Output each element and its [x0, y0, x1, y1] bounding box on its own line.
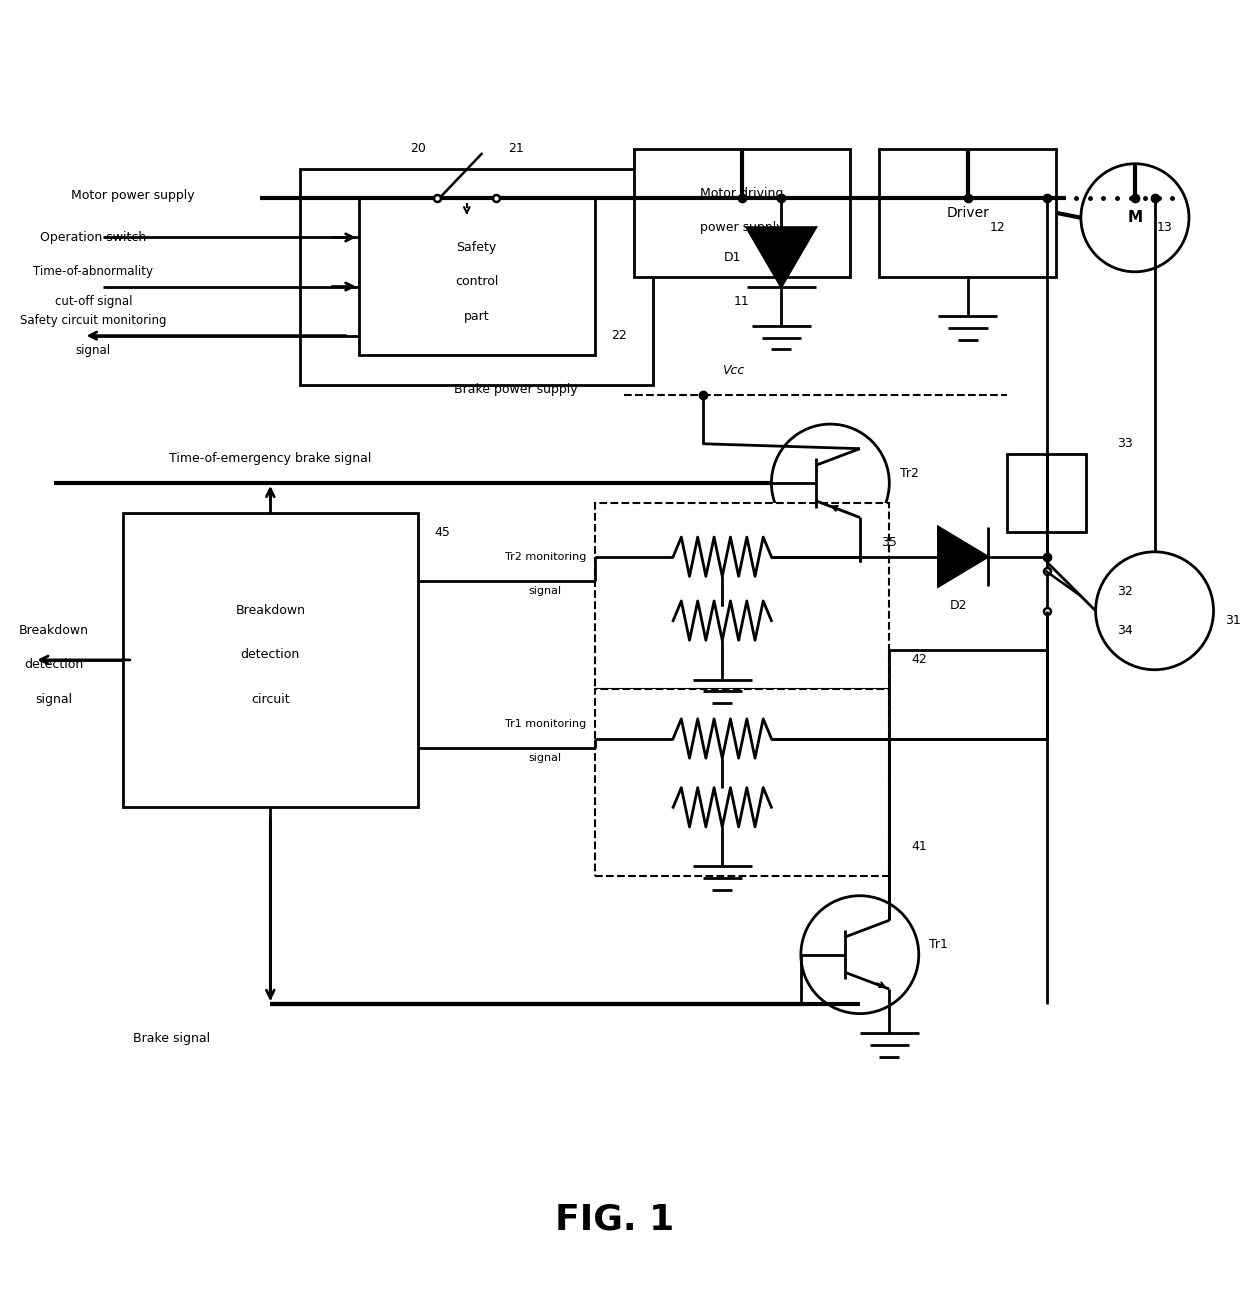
Text: Safety: Safety	[456, 241, 497, 254]
Text: D1: D1	[723, 250, 740, 263]
Bar	[879, 149, 1056, 276]
Text: 21: 21	[508, 143, 523, 156]
Text: Tr2: Tr2	[899, 466, 919, 479]
Text: signal: signal	[76, 345, 112, 356]
Text: FIG. 1: FIG. 1	[554, 1203, 673, 1237]
Bar	[594, 689, 889, 876]
Text: Motor power supply: Motor power supply	[71, 189, 195, 202]
Text: Tr1 monitoring: Tr1 monitoring	[505, 719, 587, 728]
Text: power supply: power supply	[701, 221, 784, 234]
Bar	[594, 503, 889, 689]
Text: Time-of-abnormality: Time-of-abnormality	[33, 266, 154, 278]
Text: detection: detection	[241, 648, 300, 662]
Text: 32: 32	[1117, 584, 1133, 597]
Text: 42: 42	[911, 654, 926, 667]
Text: control: control	[455, 275, 498, 288]
Text: 35: 35	[882, 536, 898, 549]
Text: 22: 22	[611, 329, 627, 342]
Text: cut-off signal: cut-off signal	[55, 295, 133, 308]
Text: detection: detection	[25, 659, 84, 671]
Text: M: M	[1127, 211, 1142, 225]
Text: Breakdown: Breakdown	[236, 604, 305, 617]
Text: Tr1: Tr1	[929, 938, 947, 951]
Text: Operation switch: Operation switch	[41, 231, 146, 244]
Text: 33: 33	[1117, 438, 1133, 451]
Bar	[634, 149, 849, 276]
Text: Breakdown: Breakdown	[19, 624, 89, 637]
Text: Tr2 monitoring: Tr2 monitoring	[505, 552, 587, 562]
Text: Driver: Driver	[946, 206, 990, 220]
Bar	[123, 512, 418, 807]
Polygon shape	[939, 527, 987, 586]
Text: Brake power supply: Brake power supply	[454, 384, 578, 396]
Text: 12: 12	[990, 221, 1006, 234]
Text: Vcc: Vcc	[722, 364, 744, 376]
Text: signal: signal	[36, 693, 73, 706]
Text: Safety circuit monitoring: Safety circuit monitoring	[20, 314, 166, 328]
Text: 13: 13	[1157, 221, 1172, 234]
Polygon shape	[746, 228, 816, 287]
Text: 34: 34	[1117, 624, 1133, 637]
Text: 11: 11	[734, 295, 750, 308]
Text: part: part	[464, 309, 490, 322]
Text: signal: signal	[528, 586, 562, 596]
Text: Brake signal: Brake signal	[134, 1032, 211, 1044]
Text: 20: 20	[409, 143, 425, 156]
Text: Motor driving: Motor driving	[701, 187, 784, 199]
Bar	[358, 198, 594, 355]
Text: signal: signal	[528, 753, 562, 764]
Text: Time-of-emergency brake signal: Time-of-emergency brake signal	[169, 452, 372, 465]
Text: circuit: circuit	[250, 693, 290, 706]
Text: 45: 45	[434, 525, 450, 538]
Bar	[1007, 453, 1086, 532]
Text: 31: 31	[1225, 614, 1240, 627]
Text: D2: D2	[950, 600, 967, 612]
Bar	[300, 169, 653, 385]
Text: 41: 41	[911, 840, 926, 853]
